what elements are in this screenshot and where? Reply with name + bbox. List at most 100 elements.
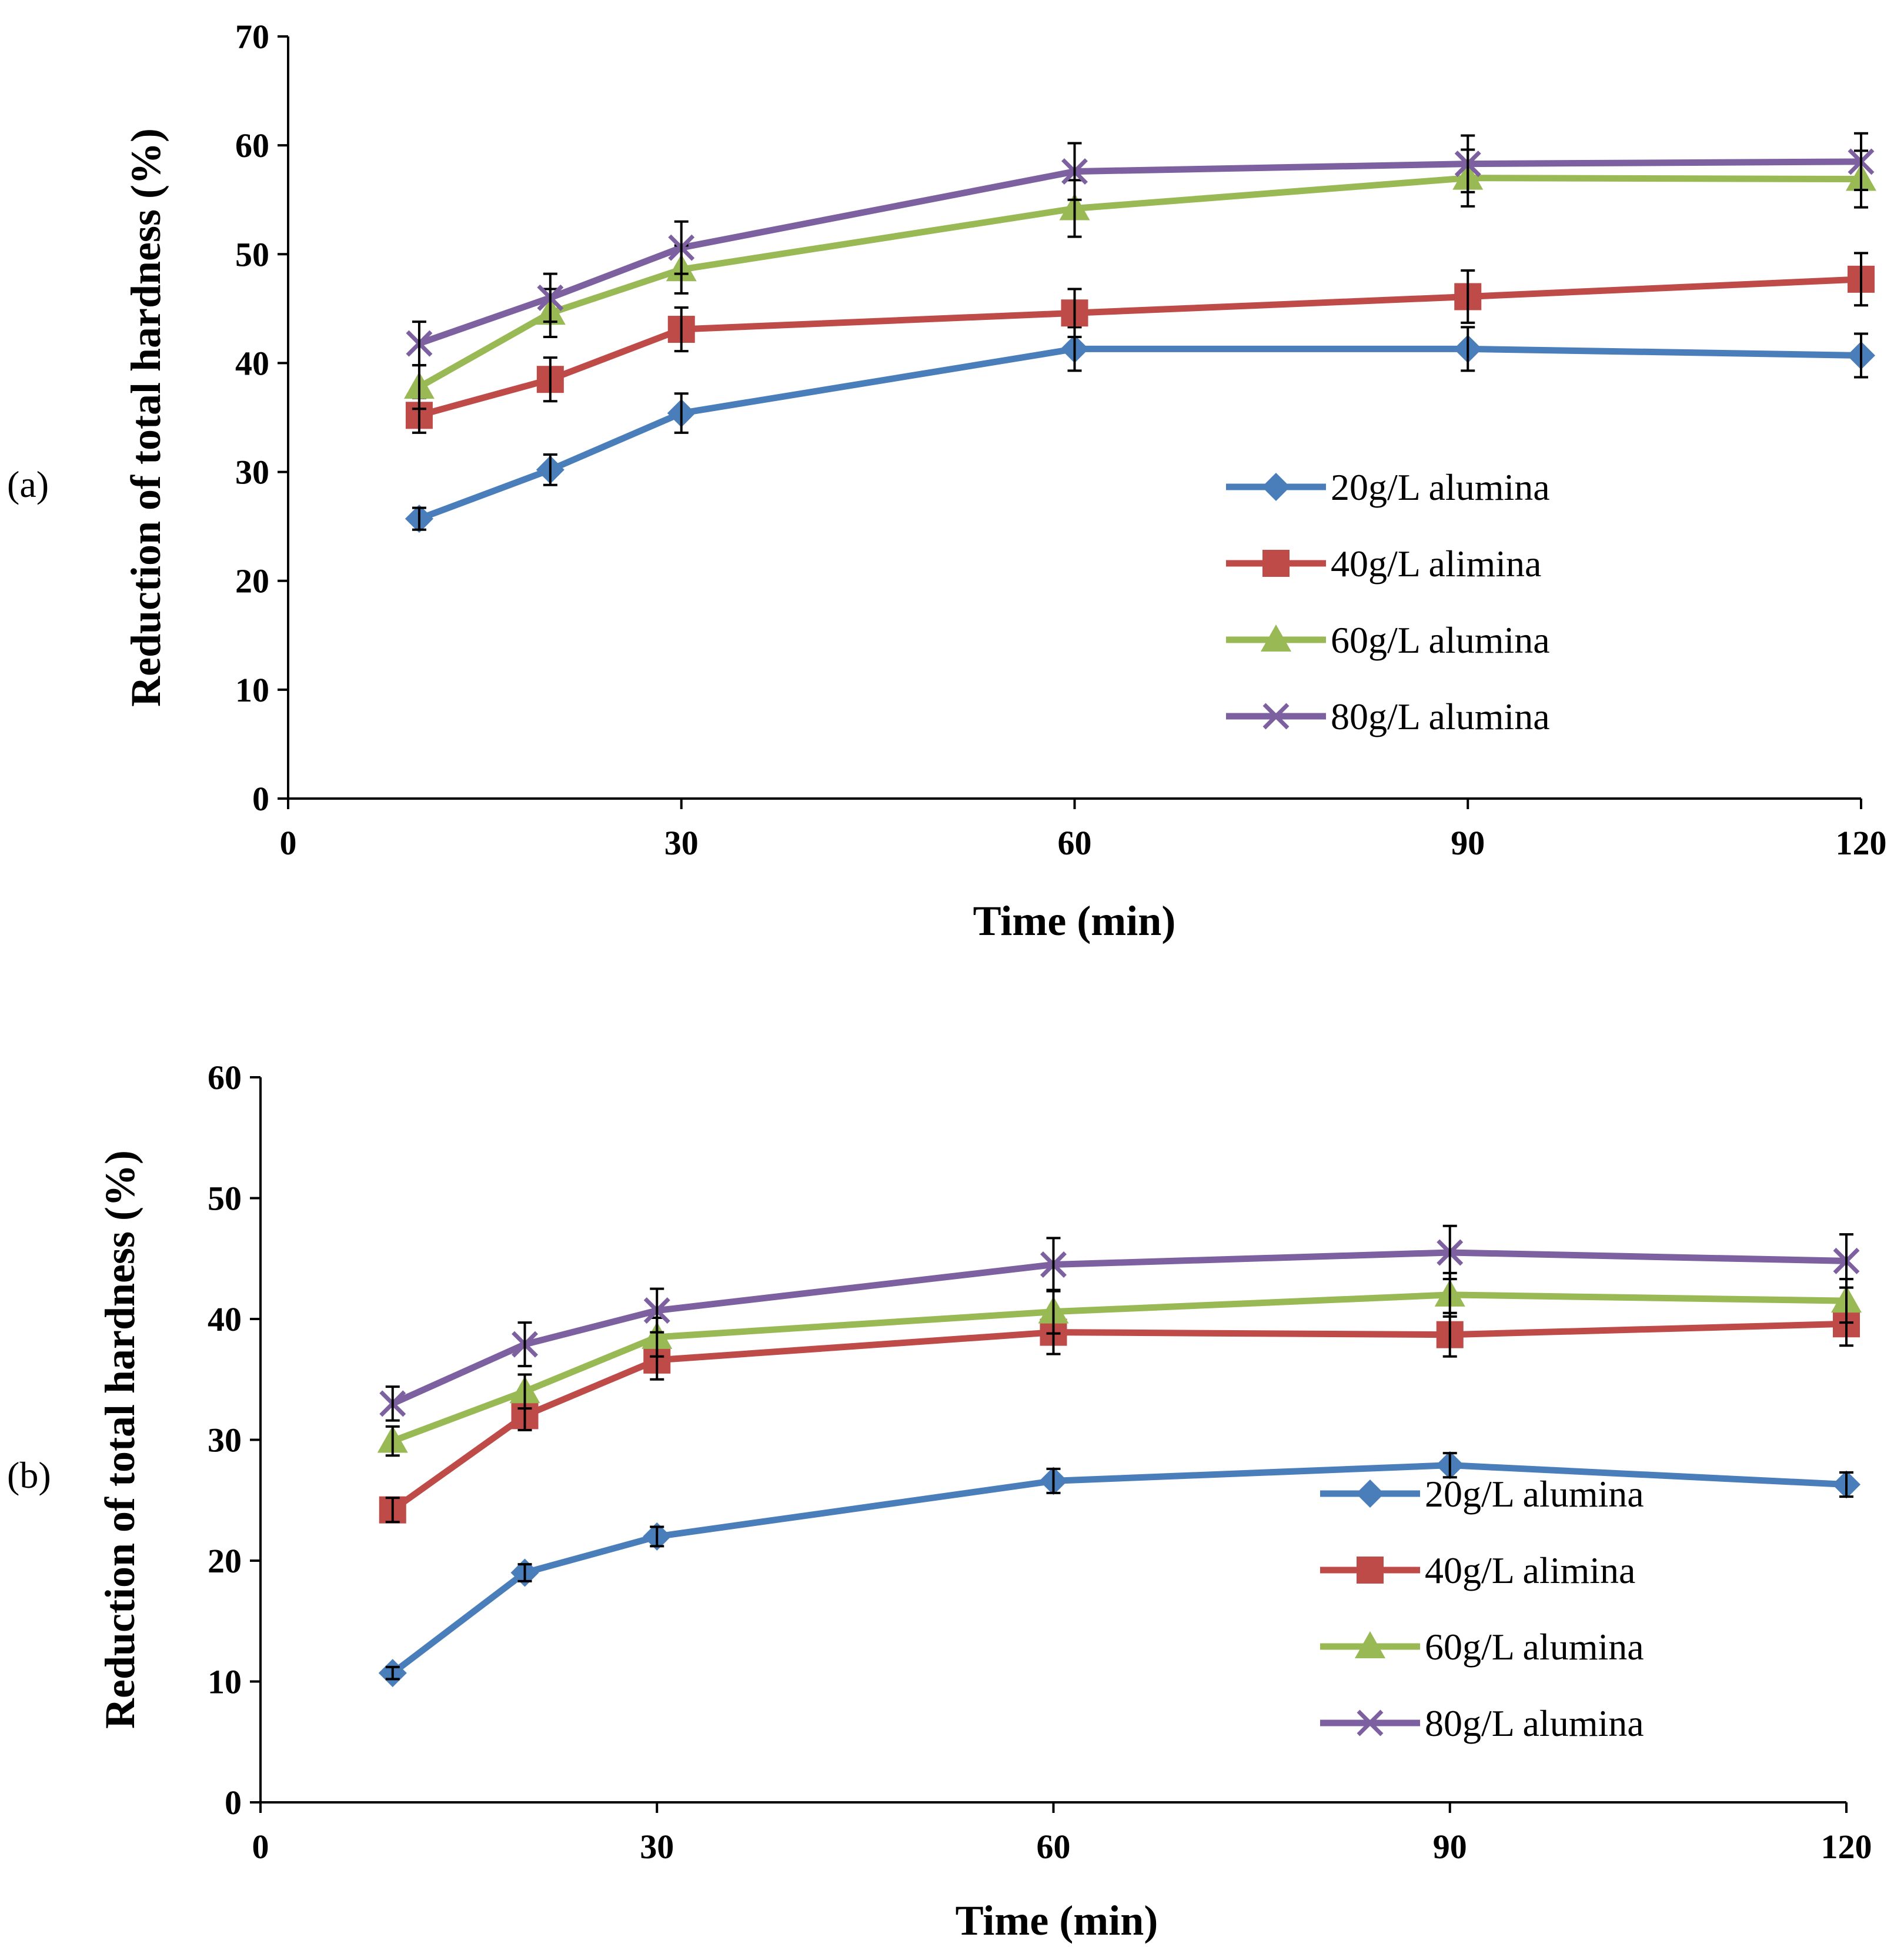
error-bar: [412, 320, 426, 367]
legend-label: 60g/L alumina: [1425, 1626, 1644, 1668]
error-bar: [1067, 288, 1082, 338]
series-2: [390, 1320, 1847, 1513]
legend-label: 20g/L alumina: [1331, 466, 1550, 508]
error-bar: [1461, 134, 1475, 193]
x-tick-label: 90: [1433, 1828, 1467, 1866]
error-bar: [385, 1425, 400, 1457]
legend-marker: [1356, 1480, 1384, 1508]
y-tick-label: 30: [235, 453, 269, 492]
x-tick-label: 90: [1451, 824, 1485, 862]
error-bar: [1839, 1233, 1853, 1289]
legend-marker: [1261, 624, 1291, 652]
y-tick-label: 10: [208, 1663, 242, 1701]
legend: 20g/L alumina 40g/L alimina 60g/L alumina 8…: [1226, 466, 1550, 737]
legend-label: 80g/L alumina: [1425, 1702, 1644, 1744]
x-tick-label: 120: [1836, 824, 1887, 862]
series-4-points: [379, 1224, 1860, 1422]
legend-marker: [1357, 1709, 1384, 1736]
panel-a: 0 10 20 30 40 50 60 70 0 30 60 90 120 Time (min) Reduc…: [7, 18, 1887, 944]
y-tick-label: 20: [208, 1542, 242, 1580]
series-2-points: [405, 252, 1875, 434]
series-line: [391, 1291, 1847, 1444]
error-bar: [674, 306, 689, 353]
error-bar: [1442, 1452, 1457, 1479]
y-tick-label: 50: [208, 1180, 242, 1218]
error-bar: [1442, 1224, 1457, 1281]
error-bar: [543, 272, 557, 323]
error-bar: [1461, 326, 1475, 372]
legend-marker: [1262, 703, 1290, 730]
series-line: [418, 276, 1862, 419]
x-tick-label: 0: [280, 824, 297, 862]
y-axis-title: Reduction of total hardness (%): [122, 128, 169, 707]
y-tick-label: 40: [235, 344, 269, 382]
series-1-points: [378, 1451, 1860, 1688]
error-bar: [517, 1373, 532, 1410]
error-bar: [1854, 132, 1868, 192]
y-tick-label: 60: [235, 126, 269, 165]
y-tick-label: 50: [235, 235, 269, 273]
error-bar: [1854, 332, 1868, 379]
error-bar: [543, 453, 557, 486]
x-axis-title: Time (min): [973, 897, 1176, 944]
series-1: [417, 345, 1862, 522]
error-bar: [543, 356, 557, 403]
y-tick-label: 10: [235, 671, 269, 709]
x-tick-label: 60: [1037, 1828, 1071, 1866]
error-bar: [1839, 1471, 1853, 1498]
x-tick-label: 30: [664, 824, 699, 862]
y-tick-label: 30: [208, 1421, 242, 1460]
error-bar: [385, 1665, 400, 1681]
error-bar: [385, 1385, 400, 1422]
y-axis-title: Reduction of total hardness (%): [96, 1150, 143, 1729]
legend-marker: [1262, 473, 1290, 501]
x-axis-title: Time (min): [956, 1897, 1158, 1944]
series-line: [417, 345, 1862, 522]
legend-label: 40g/L alimina: [1425, 1549, 1635, 1591]
series-line: [390, 1320, 1847, 1513]
panel-b: 0 10 20 30 40 50 60 0 30 60 90 120 Time (min) Reducti…: [7, 1058, 1872, 1944]
y-tick-label: 40: [208, 1300, 242, 1338]
y-tick-label: 60: [208, 1058, 242, 1097]
x-tick-label: 0: [252, 1828, 269, 1866]
error-bar: [517, 1563, 532, 1582]
series-line: [391, 1249, 1847, 1407]
series-3: [391, 1291, 1847, 1444]
panel-label: (b): [7, 1454, 51, 1496]
legend-marker: [1262, 550, 1290, 577]
error-bar: [674, 220, 689, 275]
error-bar: [1854, 252, 1868, 307]
legend: 20g/L alumina 40g/L alimina 60g/L alumina 8…: [1320, 1473, 1644, 1744]
legend-marker: [1355, 1631, 1385, 1658]
error-bar: [1046, 1237, 1061, 1293]
error-bar: [650, 1525, 664, 1548]
legend-label: 20g/L alumina: [1425, 1473, 1644, 1515]
error-bar: [517, 1321, 532, 1368]
error-bar: [412, 506, 426, 531]
series-line: [418, 158, 1862, 347]
legend-label: 60g/L alumina: [1331, 619, 1550, 661]
series-line: [417, 175, 1862, 390]
series-4: [391, 1249, 1847, 1407]
x-tick-label: 30: [640, 1828, 674, 1866]
panel-label: (a): [7, 463, 49, 505]
error-bar: [650, 1287, 664, 1334]
legend-label: 40g/L alimina: [1331, 543, 1541, 585]
y-tick-label: 0: [225, 1784, 242, 1822]
error-bar: [1046, 1467, 1061, 1494]
series-3-points: [377, 1271, 1862, 1457]
x-tick-label: 120: [1821, 1828, 1872, 1866]
series-1: [390, 1462, 1847, 1676]
series-3-points: [403, 148, 1876, 410]
series-3: [417, 175, 1862, 390]
series-1-points: [405, 326, 1875, 533]
y-tick-label: 0: [252, 780, 269, 818]
series-4-points: [406, 132, 1875, 367]
legend-marker: [1357, 1557, 1384, 1584]
series-line: [390, 1462, 1847, 1676]
series-4: [418, 158, 1862, 347]
x-tick-label: 60: [1058, 824, 1092, 862]
error-bar: [674, 392, 689, 434]
legend-label: 80g/L alumina: [1331, 696, 1550, 737]
